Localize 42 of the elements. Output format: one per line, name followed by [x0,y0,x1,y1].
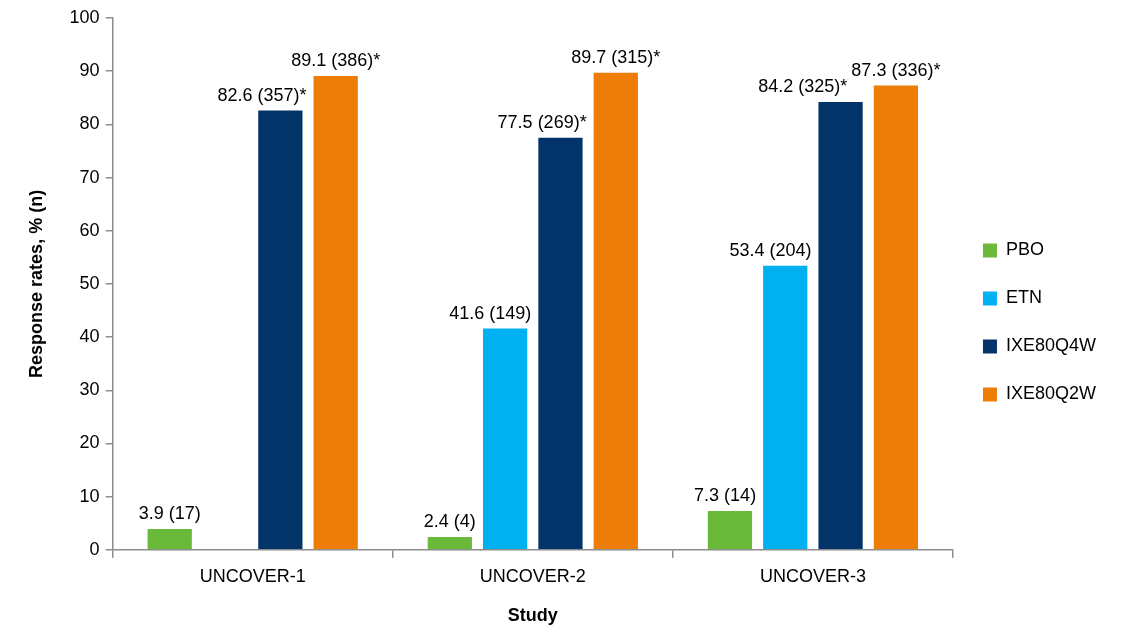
y-tick-label: 40 [79,326,100,347]
y-tick-label: 20 [79,432,100,453]
y-tick-label: 90 [79,60,100,81]
data-label: 82.6 (357)* [217,84,307,105]
bar [538,137,583,550]
data-label: 7.3 (14) [694,484,757,505]
bar [147,529,192,550]
bar [427,537,472,550]
legend-label: ETN [1005,287,1042,308]
x-tick-label: UNCOVER-2 [479,565,586,586]
data-label: 77.5 (269)* [497,111,587,132]
y-tick-label: 80 [79,113,100,134]
bar [313,75,358,550]
legend-label: IXE80Q2W [1005,383,1097,404]
y-tick-label: 70 [79,166,100,187]
data-label: 87.3 (336)* [851,59,941,80]
legend-label: PBO [1005,239,1044,260]
bar [873,85,919,550]
data-label: 89.7 (315)* [571,46,661,67]
data-label: 41.6 (149) [449,302,532,323]
y-axis-title: Response rates, % (n) [25,189,46,378]
bar [763,265,808,550]
data-label: 2.4 (4) [423,511,476,532]
data-label: 89.1 (386)* [291,49,381,70]
data-label: 84.2 (325)* [758,76,848,97]
bar [818,102,863,550]
y-tick-label: 30 [79,379,100,400]
x-tick-label: UNCOVER-3 [759,565,866,586]
y-tick-label: 50 [79,272,100,293]
data-label: 3.9 (17) [138,503,201,524]
bar [483,328,528,550]
y-tick-label: 0 [89,538,100,559]
legend-label: IXE80Q4W [1005,335,1097,356]
x-axis-title: Study [507,605,558,626]
bar [258,110,303,550]
y-tick-label: 60 [79,219,100,240]
x-tick-label: UNCOVER-1 [199,565,306,586]
bar [593,72,638,550]
y-tick-label: 100 [69,6,100,27]
data-label: 53.4 (204) [729,239,812,260]
y-tick-label: 10 [79,485,100,506]
bar [707,510,753,550]
